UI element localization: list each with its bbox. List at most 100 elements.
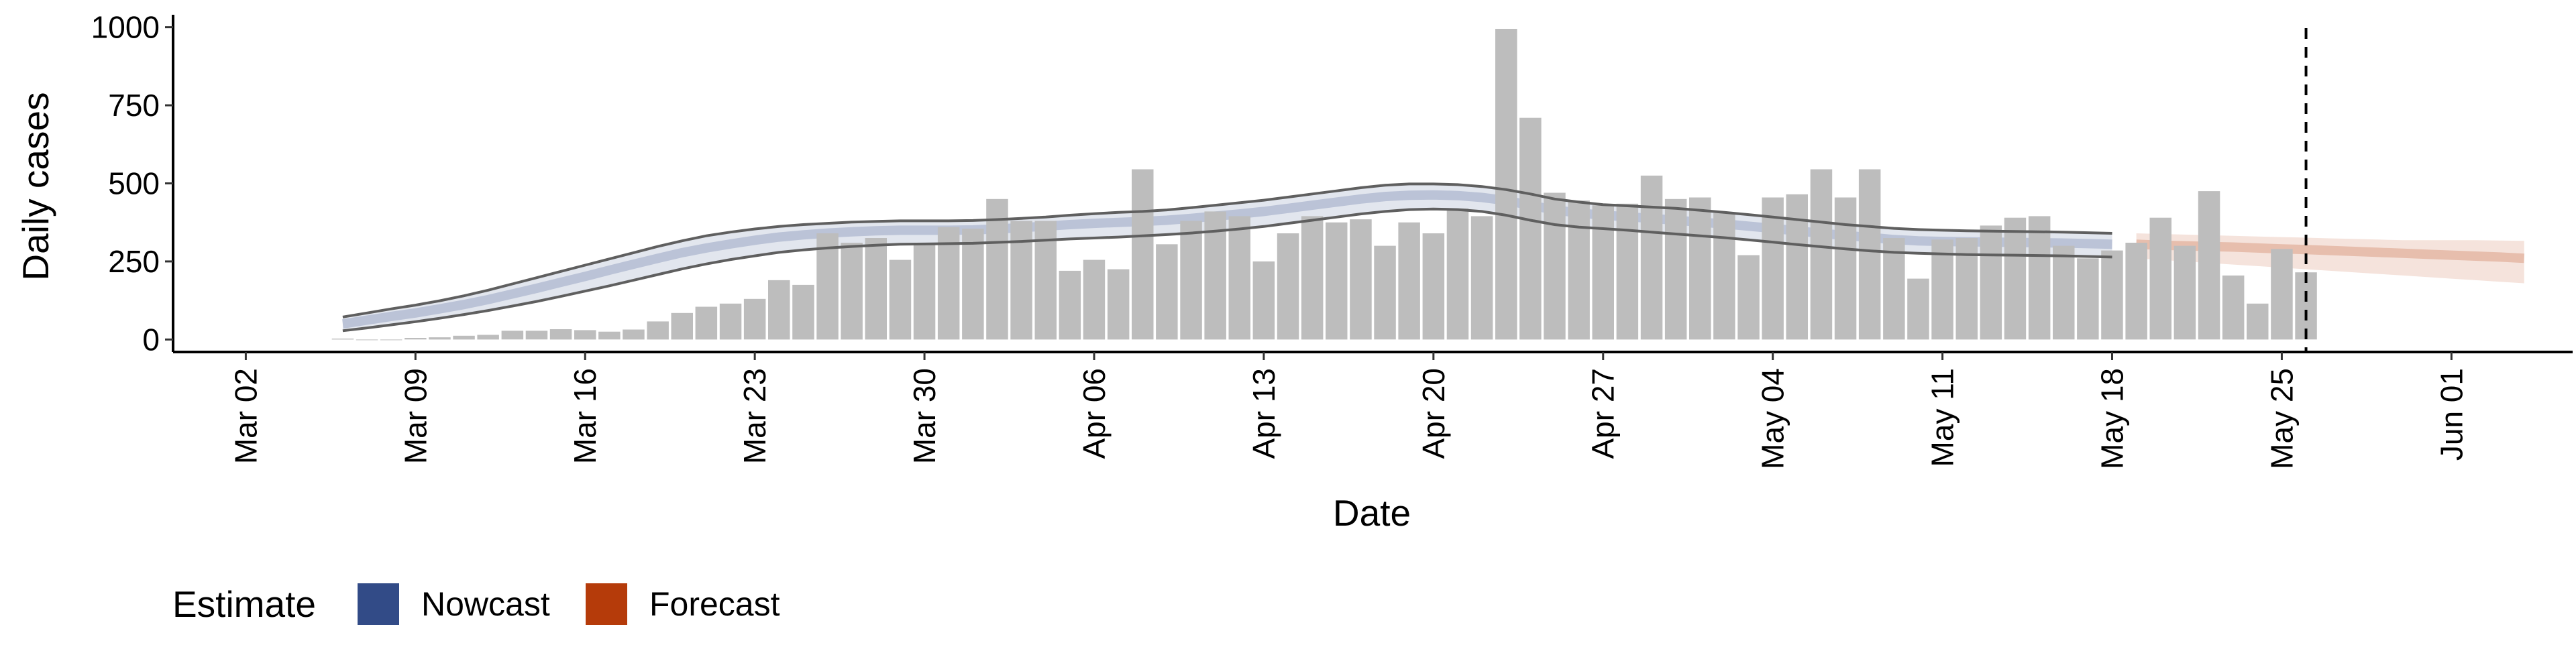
daily-cases-bar [525,331,548,340]
x-tick-label: Mar 02 [228,368,263,464]
legend-label-forecast: Forecast [649,585,780,623]
daily-cases-bar [1446,208,1469,340]
daily-cases-bar [1568,200,1590,340]
x-tick-label: May 11 [1925,368,1960,467]
daily-cases-bar [501,331,524,340]
daily-cases-bar [1470,216,1493,340]
daily-cases-bar [1737,255,1760,340]
forecast-band [2136,233,2524,284]
daily-cases-bar [1252,261,1275,340]
daily-cases-bar [2295,272,2317,340]
daily-cases-bar [2004,217,2027,340]
x-tick-label: Jun 01 [2434,368,2469,461]
daily-cases-bar [1156,244,1178,340]
daily-cases-bar [1858,169,1881,340]
daily-cases-bar [1228,216,1250,340]
daily-cases-bar [2077,258,2099,340]
daily-cases-bar [1422,233,1445,340]
daily-cases-bar [2247,303,2269,340]
y-tick-label: 750 [108,88,160,123]
legend-label-nowcast: Nowcast [421,585,550,623]
daily-cases-bar [574,330,596,340]
daily-cases-bar [889,259,912,340]
daily-cases-bar [1640,175,1663,340]
daily-cases-bar [1907,278,1929,340]
daily-cases-bar [1713,213,1735,340]
daily-cases-bar [2198,191,2220,340]
daily-cases-bar [2271,249,2293,340]
lines-layer [342,28,2308,352]
daily-cases-bar [1374,245,1396,340]
x-tick-label: Mar 09 [398,368,433,464]
daily-cases-bar [816,233,839,340]
daily-cases-bar [356,339,378,341]
daily-cases-bar [986,198,1008,340]
daily-cases-bar [1786,194,1808,340]
daily-cases-bar [2174,245,2196,340]
daily-cases-bar [380,339,402,341]
daily-cases-bar [429,337,451,340]
x-tick-label: Apr 20 [1416,368,1451,459]
daily-cases-bar [1059,270,1081,340]
daily-cases-bar [913,243,936,340]
bars-layer [331,29,2317,341]
daily-cases-bar [841,243,863,340]
daily-cases-bar [453,335,475,340]
daily-cases-bar [768,280,790,340]
x-tick-label: May 18 [2095,368,2130,469]
daily-cases-bar [743,298,766,340]
daily-cases-bar [1616,203,1639,340]
daily-cases-bar [1350,219,1372,340]
x-axis-title: Date [1333,492,1411,534]
daily-cases-bar [2125,243,2147,340]
legend-title: Estimate [172,583,316,625]
daily-cases-bar [1810,169,1833,340]
y-tick-label: 500 [108,166,160,201]
daily-cases-bar [1519,117,1542,340]
x-tick-label: Mar 16 [568,368,602,464]
daily-cases-bar [1689,197,1711,340]
daily-cases-bar [1931,239,1953,340]
daily-cases-bar [1083,259,1106,340]
daily-cases-bar [1495,29,1517,340]
x-tick-label: Mar 23 [737,368,772,464]
daily-cases-bar [1883,238,1905,340]
daily-cases-bar [1010,221,1032,340]
daily-cases-bar [477,335,499,340]
y-tick-label: 1000 [91,10,160,45]
x-tick-label: May 04 [1756,368,1790,469]
daily-cases-bar [695,306,718,340]
daily-cases-bar [647,321,669,340]
y-tick-label: 250 [108,244,160,279]
daily-cases-bar [1592,205,1614,340]
x-tick-label: Apr 13 [1246,368,1281,459]
x-tick-label: Apr 27 [1586,368,1621,459]
y-axis-title: Daily cases [15,92,56,280]
daily-cases-bar [405,338,427,340]
x-tick-label: May 25 [2264,368,2299,469]
daily-cases-bar [792,284,814,340]
daily-cases-bar [1107,269,1130,340]
daily-cases-bar [2149,217,2171,340]
daily-cases-bar [671,312,693,340]
daily-cases-bar [598,331,621,340]
nowcast-upper-line [342,182,2112,318]
daily-cases-bar [2222,275,2245,340]
x-tick-label: Mar 30 [907,368,942,464]
daily-cases-bar [1544,192,1566,340]
daily-cases-bar [865,238,887,340]
daily-cases-bar [719,303,742,340]
daily-cases-bar [1301,216,1324,340]
y-tick-label: 0 [142,322,160,357]
daily-cases-bar [549,329,572,340]
legend-swatch-nowcast [358,583,399,625]
axes-layer: 0 250 500 750 1000 Mar 02 Mar 09 Mar 16 Mar 23 Ma… [91,10,2573,469]
nowcast-lower-line [342,207,2112,333]
daily-cases-bar [1664,198,1687,340]
daily-cases-bar [2028,216,2051,340]
daily-cases-bar [1762,197,1784,340]
daily-cases-bar [1980,225,2002,340]
x-tick-label: Apr 06 [1077,368,1112,459]
